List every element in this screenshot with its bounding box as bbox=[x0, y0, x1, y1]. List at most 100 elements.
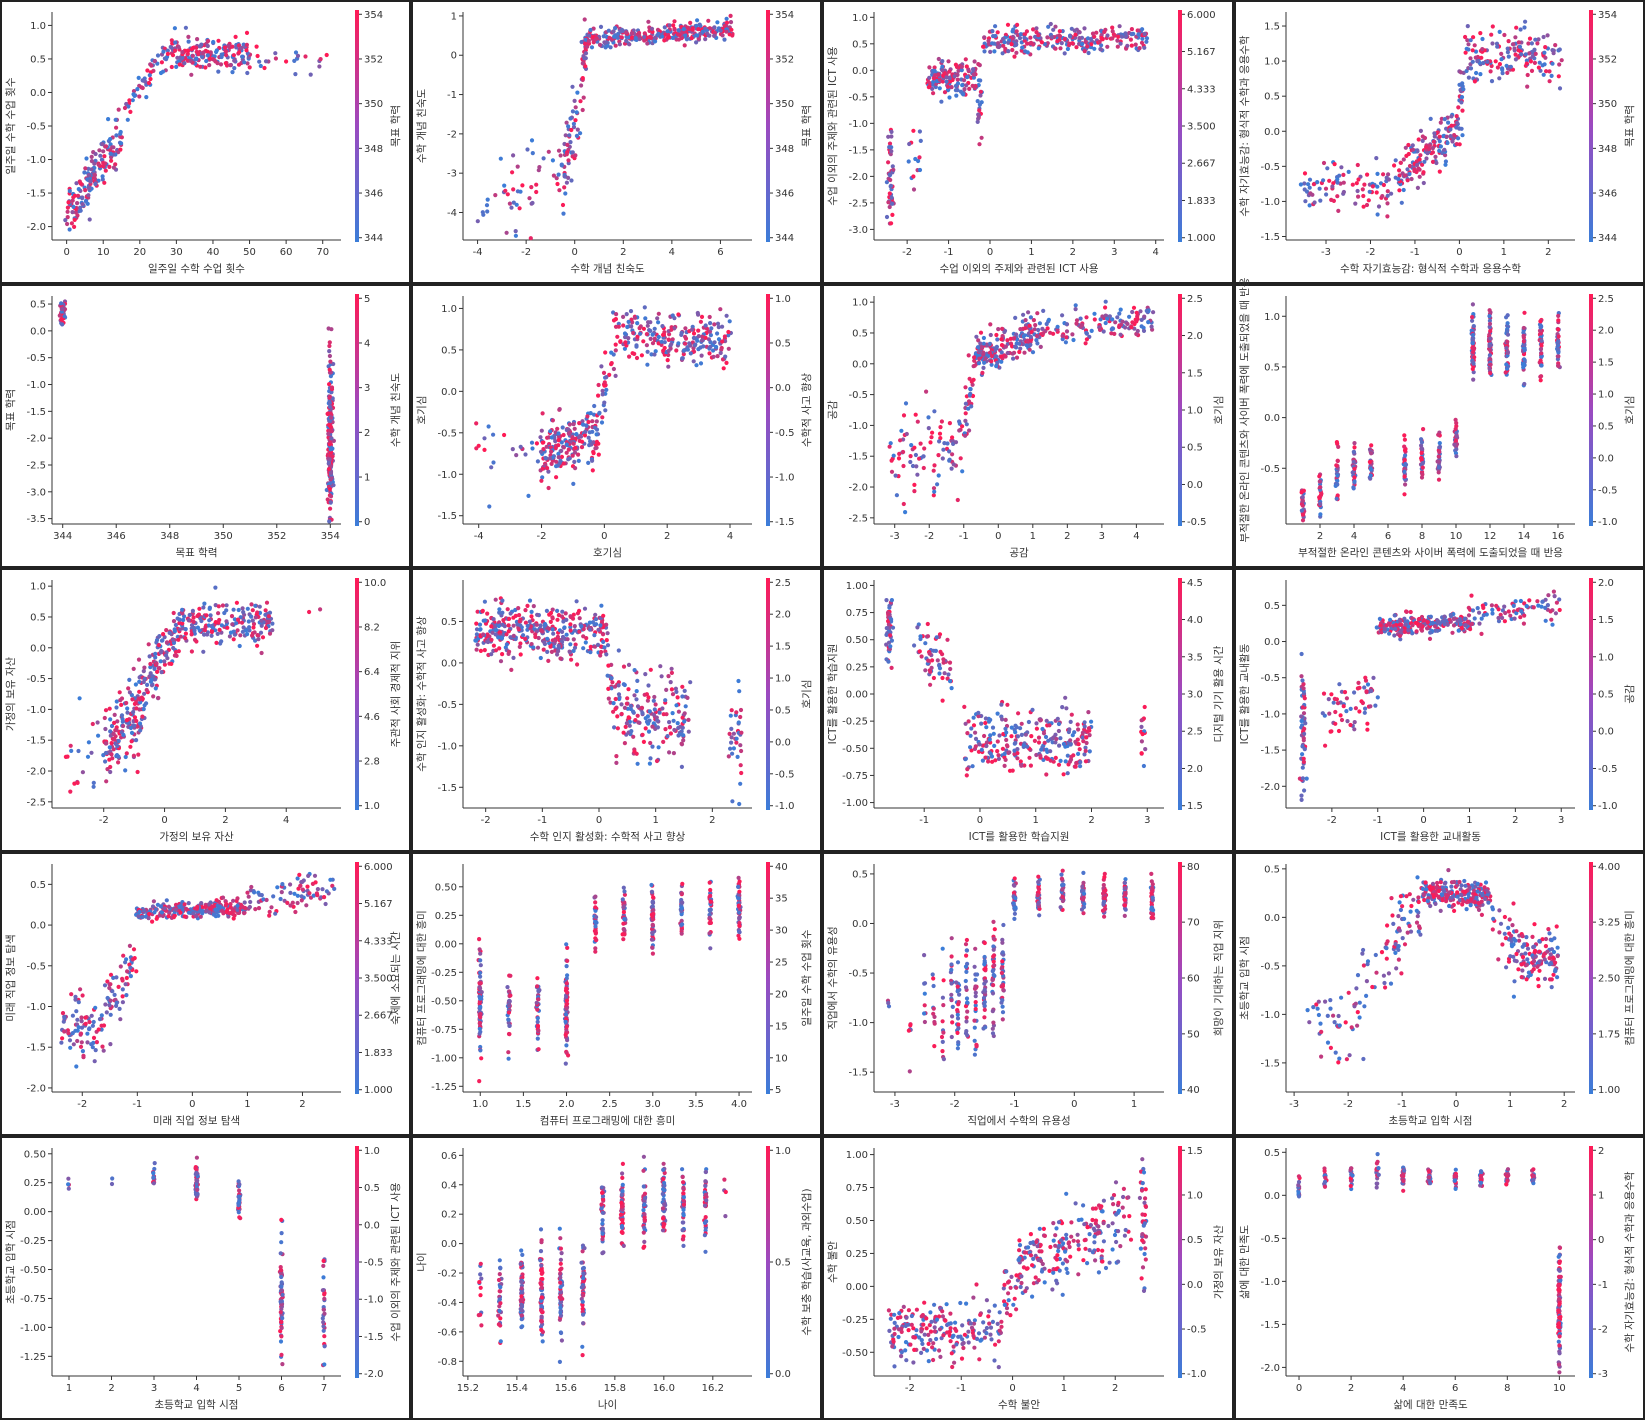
data-point bbox=[293, 72, 298, 77]
data-point bbox=[236, 617, 241, 622]
data-point bbox=[1504, 329, 1510, 334]
data-point bbox=[887, 145, 892, 150]
data-point bbox=[571, 121, 577, 126]
data-point bbox=[689, 36, 694, 41]
data-point bbox=[654, 758, 660, 764]
data-point bbox=[1014, 42, 1019, 47]
y-tick-label: 1 bbox=[451, 11, 457, 22]
data-point bbox=[534, 622, 540, 627]
data-point bbox=[485, 611, 490, 616]
data-point bbox=[643, 672, 648, 677]
data-point bbox=[1319, 491, 1324, 496]
y-tick-label: 0.5 bbox=[441, 345, 457, 356]
data-point bbox=[517, 613, 522, 618]
data-point bbox=[583, 429, 588, 434]
data-point bbox=[208, 613, 213, 618]
data-point bbox=[92, 161, 97, 166]
data-point bbox=[564, 632, 569, 637]
data-point bbox=[171, 645, 176, 651]
data-point bbox=[499, 635, 505, 641]
data-point bbox=[1353, 201, 1358, 206]
data-point bbox=[327, 367, 332, 372]
data-point bbox=[978, 78, 983, 83]
data-point bbox=[568, 628, 573, 633]
data-point bbox=[246, 619, 251, 624]
y-tick-label: 0.5 bbox=[852, 328, 868, 339]
data-point bbox=[500, 652, 505, 657]
data-point bbox=[538, 449, 544, 454]
data-point bbox=[215, 631, 220, 637]
data-point bbox=[631, 330, 636, 336]
data-point bbox=[1495, 65, 1500, 70]
data-point bbox=[585, 414, 590, 419]
data-point bbox=[931, 91, 936, 96]
data-point bbox=[327, 394, 332, 399]
data-point bbox=[1136, 32, 1141, 37]
data-point bbox=[531, 645, 536, 650]
data-point bbox=[706, 18, 711, 23]
colorbar-tick-label: 1.0 bbox=[775, 294, 791, 305]
data-point bbox=[113, 117, 118, 122]
data-point bbox=[1442, 147, 1447, 152]
data-point bbox=[521, 633, 526, 638]
data-point bbox=[145, 68, 150, 73]
data-point bbox=[1506, 54, 1511, 59]
data-point bbox=[683, 334, 688, 339]
data-point bbox=[570, 150, 575, 155]
data-point bbox=[703, 335, 708, 340]
data-point bbox=[888, 177, 893, 183]
data-point bbox=[587, 627, 593, 632]
data-point bbox=[566, 124, 571, 129]
data-point bbox=[577, 616, 582, 621]
x-tick-label: -4 bbox=[474, 531, 484, 542]
colorbar-tick-label: 348 bbox=[364, 144, 383, 155]
data-point bbox=[1472, 43, 1477, 48]
data-point bbox=[979, 345, 985, 350]
colorbar-tick-label: -1.0 bbox=[775, 473, 795, 484]
data-point bbox=[482, 447, 487, 452]
data-point bbox=[68, 789, 73, 794]
data-point bbox=[69, 221, 74, 226]
data-point bbox=[613, 342, 618, 347]
data-point bbox=[564, 180, 570, 185]
data-point bbox=[109, 158, 114, 163]
data-point bbox=[951, 462, 956, 467]
data-point bbox=[107, 745, 112, 750]
data-point bbox=[108, 729, 113, 734]
data-point bbox=[480, 608, 485, 614]
data-point bbox=[648, 336, 653, 341]
data-point bbox=[635, 713, 640, 718]
data-point bbox=[514, 453, 519, 458]
data-point bbox=[579, 83, 584, 88]
data-point bbox=[88, 179, 93, 184]
data-point bbox=[500, 610, 505, 615]
data-point bbox=[938, 425, 943, 430]
data-point bbox=[1402, 492, 1407, 497]
data-point bbox=[590, 468, 595, 473]
x-tick-label: 2 bbox=[709, 815, 715, 826]
data-point bbox=[1139, 324, 1144, 329]
data-point bbox=[556, 643, 561, 648]
data-point bbox=[1535, 41, 1540, 46]
data-point bbox=[1453, 417, 1458, 422]
data-point bbox=[327, 349, 332, 354]
data-point bbox=[554, 176, 559, 181]
data-point bbox=[144, 701, 149, 706]
data-point bbox=[931, 79, 936, 85]
data-point bbox=[712, 340, 717, 345]
data-point bbox=[1555, 354, 1560, 359]
data-point bbox=[955, 77, 960, 82]
data-point bbox=[1393, 158, 1398, 163]
data-point bbox=[999, 343, 1005, 348]
data-point bbox=[1336, 444, 1341, 449]
data-point bbox=[164, 653, 169, 658]
data-point bbox=[703, 323, 708, 328]
data-point bbox=[1473, 55, 1478, 60]
data-point bbox=[936, 453, 941, 458]
data-point bbox=[1098, 47, 1103, 52]
data-point bbox=[222, 45, 228, 50]
data-point bbox=[1538, 319, 1543, 324]
data-point bbox=[518, 189, 523, 194]
data-point bbox=[722, 23, 727, 28]
y-tick-label: 0 bbox=[451, 51, 457, 62]
